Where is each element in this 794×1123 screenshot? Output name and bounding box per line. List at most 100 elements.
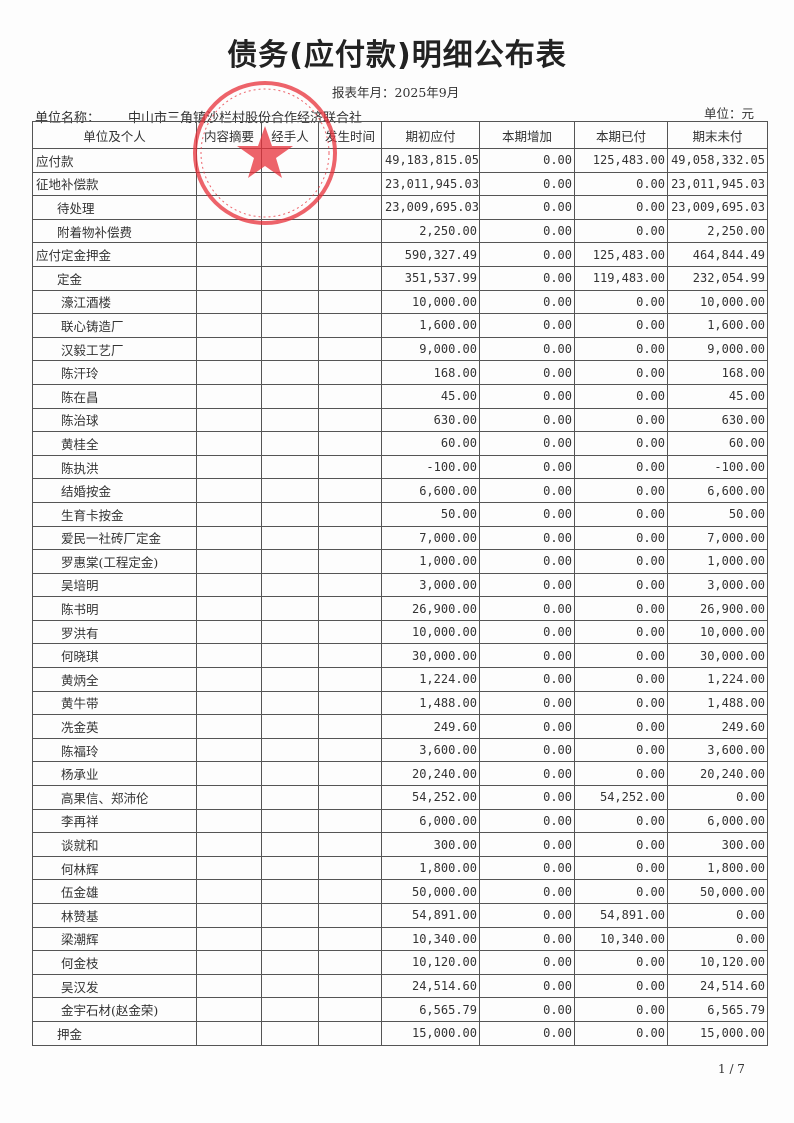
row-name: 爱民一社砖厂定金 [32,525,197,551]
increase-amount: 0.00 [479,431,575,456]
date-cell [318,336,382,362]
paid-amount: 0.00 [574,643,668,669]
summary-cell [196,903,262,928]
closing-amount: 23,009,695.03 [667,195,768,220]
opening-amount: 6,600.00 [381,478,480,503]
paid-amount: 0.00 [574,596,668,621]
increase-amount: 0.00 [479,879,575,904]
closing-amount: 464,844.49 [667,242,768,267]
paid-amount: 0.00 [574,501,668,527]
summary-cell [196,596,262,621]
summary-cell [196,926,262,952]
handler-cell [261,690,319,716]
paid-amount: 0.00 [574,1020,668,1046]
paid-amount: 0.00 [574,195,668,220]
summary-cell [196,643,262,669]
table-row: 金宇石材(赵金荣) 6,565.79 0.00 0.00 6,565.79 [32,997,768,1022]
handler-cell [261,785,319,810]
increase-amount: 0.00 [479,1020,575,1046]
summary-cell [196,950,262,975]
handler-cell [261,572,319,598]
summary-cell [196,148,262,173]
opening-amount: 630.00 [381,407,480,433]
date-cell [318,572,382,598]
paid-amount: 0.00 [574,171,668,197]
summary-cell [196,242,262,267]
row-name: 何金枝 [32,950,197,975]
handler-cell [261,832,319,857]
summary-cell [196,501,262,527]
table-row: 生育卡按金 50.00 0.00 0.00 50.00 [32,501,768,527]
summary-cell [196,1020,262,1046]
table-row: 附着物补偿费 2,250.00 0.00 0.00 2,250.00 [32,218,768,244]
handler-cell [261,879,319,904]
increase-amount: 0.00 [479,855,575,881]
summary-cell [196,265,262,291]
summary-cell [196,431,262,456]
increase-amount: 0.00 [479,478,575,503]
date-cell [318,1020,382,1046]
row-name: 押金 [32,1020,197,1046]
increase-amount: 0.00 [479,360,575,385]
summary-cell [196,785,262,810]
opening-amount: 15,000.00 [381,1020,480,1046]
closing-amount: 50,000.00 [667,879,768,904]
table-row: 黄炳全 1,224.00 0.00 0.00 1,224.00 [32,667,768,692]
row-name: 金宇石材(赵金荣) [32,997,197,1022]
date-cell [318,643,382,669]
opening-amount: 249.60 [381,714,480,739]
table-row: 陈执洪 -100.00 0.00 0.00 -100.00 [32,454,768,480]
handler-cell [261,596,319,621]
table-row: 征地补偿款 23,011,945.03 0.00 0.00 23,011,945.03 [32,171,768,197]
closing-amount: 0.00 [667,785,768,810]
date-cell [318,737,382,763]
closing-amount: 6,565.79 [667,997,768,1022]
paid-amount: 0.00 [574,973,668,999]
handler-cell [261,313,319,338]
document-title: 债务(应付款)明细公布表 [227,38,567,73]
table-row: 罗洪有 10,000.00 0.00 0.00 10,000.00 [32,619,768,645]
col-header-handler: 经手人 [261,121,319,149]
closing-amount: 7,000.00 [667,525,768,551]
handler-cell [261,950,319,975]
row-name: 陈在昌 [32,383,197,409]
handler-cell [261,525,319,551]
date-cell [318,549,382,574]
paid-amount: 0.00 [574,714,668,739]
increase-amount: 0.00 [479,596,575,621]
date-cell [318,950,382,975]
row-name: 陈书明 [32,596,197,621]
date-cell [318,195,382,220]
closing-amount: 1,224.00 [667,667,768,692]
row-name: 结婚按金 [32,478,197,503]
opening-amount: 9,000.00 [381,336,480,362]
handler-cell [261,737,319,763]
row-name: 陈福玲 [32,737,197,763]
summary-cell [196,832,262,857]
opening-amount: 590,327.49 [381,242,480,267]
handler-cell [261,195,319,220]
summary-cell [196,808,262,834]
closing-amount: 0.00 [667,926,768,952]
currency-unit: 单位：元 [704,106,755,121]
handler-cell [261,926,319,952]
row-name: 谈就和 [32,832,197,857]
paid-amount: 0.00 [574,313,668,338]
opening-amount: 6,565.79 [381,997,480,1022]
summary-cell [196,336,262,362]
paid-amount: 0.00 [574,289,668,315]
date-cell [318,997,382,1022]
increase-amount: 0.00 [479,454,575,480]
table-row: 高果信、郑沛伦 54,252.00 0.00 54,252.00 0.00 [32,785,768,810]
date-cell [318,596,382,621]
paid-amount: 54,891.00 [574,903,668,928]
col-header-name: 单位及个人 [32,121,197,149]
row-name: 梁潮辉 [32,926,197,952]
opening-amount: 24,514.60 [381,973,480,999]
paid-amount: 0.00 [574,572,668,598]
table-row: 应付定金押金 590,327.49 0.00 125,483.00 464,844.49 [32,242,768,267]
table-row: 待处理 23,009,695.03 0.00 0.00 23,009,695.03 [32,195,768,220]
payables-table: 单位及个人 内容摘要 经手人 发生时间 期初应付 本期增加 本期已付 期末未付 … [32,121,768,1046]
paid-amount: 0.00 [574,383,668,409]
paid-amount: 0.00 [574,525,668,551]
